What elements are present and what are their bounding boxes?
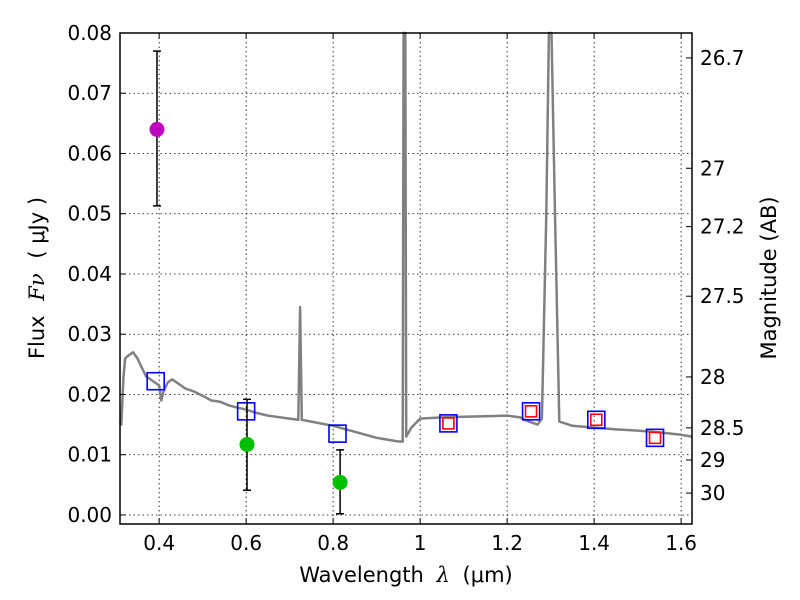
x-axis-label-units: (μm) — [463, 563, 513, 587]
y-tick-label: 0.08 — [67, 21, 112, 45]
y2-axis-label: Magnitude (AB) — [757, 196, 781, 359]
y2-tick-label: 26.7 — [700, 46, 745, 70]
axis-ticks: 0.4 0.6 0.8 1 1.2 1.4 1.6 0.00 0.01 0.02 0.03 0.04 0… — [67, 21, 744, 555]
y-tick-label: 0.00 — [67, 503, 112, 527]
model-photometry-square — [521, 402, 541, 421]
model-photometry-square — [146, 371, 165, 391]
y-axis-label-prefix: Flux — [25, 315, 49, 359]
model-photometry-inner-square — [524, 405, 538, 418]
x-tick-label: 1 — [414, 531, 427, 555]
x-tick-label: 1.2 — [491, 531, 523, 555]
y2-tick-label: 28.5 — [700, 416, 745, 440]
plot-frame — [119, 32, 693, 525]
model-photometry-square — [439, 414, 458, 433]
x-tick-label: 1.6 — [665, 531, 697, 555]
photometry-point — [149, 121, 165, 137]
x-axis-label: Wavelength λ (μm) — [299, 563, 512, 587]
y-tick-label: 0.01 — [67, 443, 112, 467]
y-tick-label: 0.03 — [67, 322, 112, 346]
y-tick-label: 0.04 — [67, 262, 112, 286]
y-tick-label: 0.05 — [67, 202, 112, 226]
x-tick-label: 0.4 — [143, 531, 175, 555]
model-photometry-square — [236, 402, 256, 421]
y-tick-label: 0.02 — [67, 382, 112, 406]
model-photometry-inner-square — [648, 431, 662, 445]
model-photometry-inner-square — [442, 417, 455, 430]
model-photometry-square — [645, 428, 665, 448]
model-photometry-square — [328, 424, 347, 443]
y2-tick-label: 27 — [700, 156, 725, 180]
model-photometry-square — [587, 410, 606, 430]
y-axis-label-units: ( μJy ) — [25, 197, 49, 259]
y2-tick-label: 30 — [700, 481, 725, 505]
y2-tick-label: 27.5 — [700, 284, 745, 308]
y2-tick-label: 28 — [700, 365, 725, 389]
x-axis-label-prefix: Wavelength — [299, 563, 424, 587]
x-tick-label: 0.6 — [230, 531, 262, 555]
spectrum-line — [118, 31, 693, 443]
photometry-point — [332, 474, 348, 490]
x-tick-label: 1.4 — [578, 531, 610, 555]
photometry-point — [239, 436, 255, 452]
y-tick-label: 0.07 — [67, 81, 112, 105]
y2-tick-label: 27.2 — [700, 215, 745, 239]
y2-tick-label: 29 — [700, 448, 725, 472]
x-tick-label: 0.8 — [317, 531, 349, 555]
plot-data — [118, 31, 693, 515]
y-axis-label-symbol: Fν — [25, 273, 49, 302]
x-axis-label-symbol: λ — [436, 563, 450, 587]
model-photometry-inner-square — [590, 413, 603, 427]
y-tick-label: 0.06 — [67, 141, 112, 165]
y-axis-label: Flux Fν ( μJy ) — [25, 197, 49, 359]
